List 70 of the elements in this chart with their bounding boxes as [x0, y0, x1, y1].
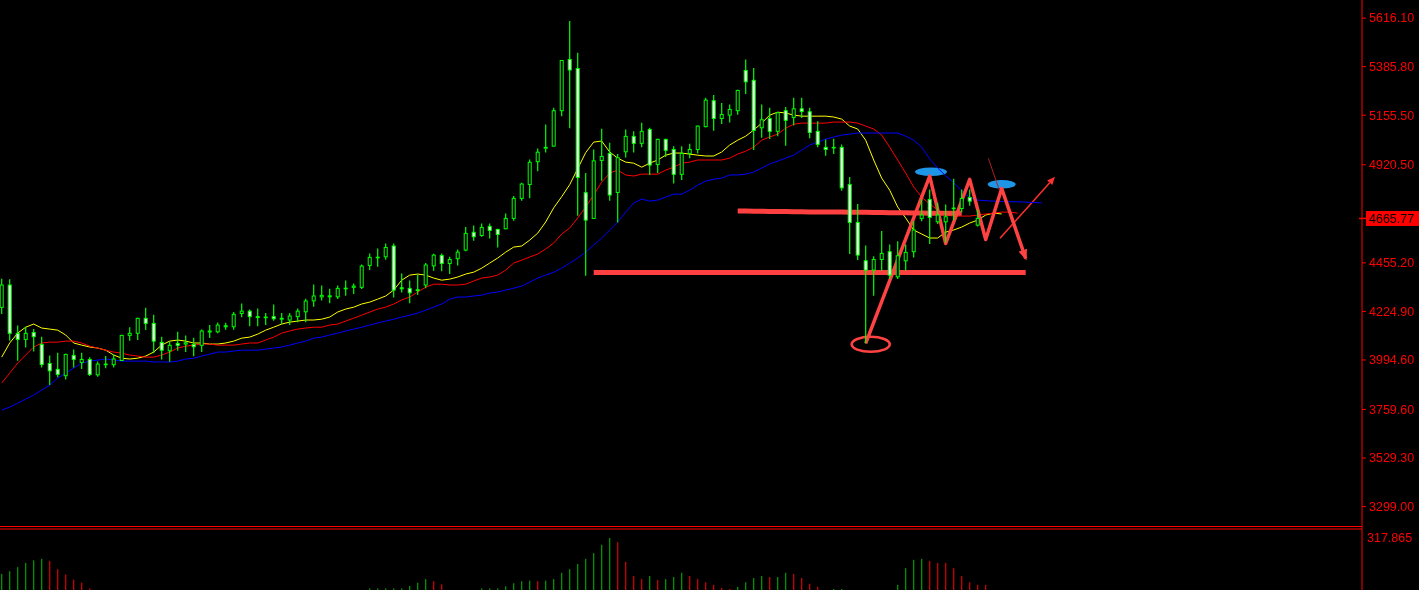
- y-tick-label: 5155.50: [1369, 108, 1415, 123]
- candlestick: [807, 107, 812, 139]
- candlestick: [911, 221, 916, 258]
- candlestick: [743, 59, 748, 94]
- y-tick-label: 4920.50: [1369, 158, 1415, 173]
- candlestick: [143, 307, 148, 331]
- candlestick: [511, 196, 516, 221]
- candlestick: [863, 245, 868, 344]
- candlestick: [935, 202, 940, 225]
- candlestick: [951, 178, 956, 221]
- candlestick: [359, 264, 364, 289]
- candlestick: [943, 204, 948, 243]
- y-tick-label: 3759.60: [1369, 402, 1415, 417]
- candlestick: [23, 326, 28, 348]
- candlestick: [151, 314, 156, 354]
- candlestick: [919, 199, 924, 222]
- candlestick: [879, 231, 884, 271]
- candlestick: [735, 89, 740, 115]
- candlestick: [599, 128, 604, 181]
- candlestick: [783, 106, 788, 146]
- candlestick: [407, 280, 412, 304]
- candlestick: [679, 146, 684, 181]
- y-tick-label: 4224.90: [1369, 304, 1415, 319]
- candlestick: [535, 148, 540, 172]
- candlestick: [55, 352, 60, 378]
- candlestick: [815, 121, 820, 148]
- candlestick: [0, 278, 4, 315]
- candlestick: [759, 104, 764, 138]
- candlestick: [711, 95, 716, 131]
- candlestick: [799, 97, 804, 119]
- candlestick: [767, 107, 772, 140]
- y-tick-label: 3299.00: [1369, 499, 1415, 514]
- candlestick: [543, 124, 548, 153]
- candlestick: [567, 21, 572, 129]
- y-tick-label: 5616.10: [1369, 11, 1415, 26]
- candlestick: [887, 244, 892, 280]
- candlestick: [895, 241, 900, 280]
- candlestick: [167, 341, 172, 362]
- y-tick-label: 3994.60: [1369, 353, 1415, 368]
- y-tick-label: 3529.30: [1369, 451, 1415, 466]
- candlestick: [631, 131, 636, 153]
- candlestick: [15, 325, 20, 361]
- candlestick: [463, 226, 468, 252]
- y-tick-label: 5385.80: [1369, 60, 1415, 75]
- line-series: [1, 132, 1043, 411]
- candlestick: [135, 317, 140, 341]
- candlestick: [415, 274, 420, 296]
- candlestick: [927, 189, 932, 245]
- y-tick-label: 4455.20: [1369, 256, 1415, 271]
- text: 317.865: [1367, 531, 1413, 546]
- candlestick: [695, 125, 700, 154]
- candlestick: [527, 159, 532, 199]
- candlestick: [303, 298, 308, 323]
- candlestick: [63, 353, 68, 380]
- candlestick: [903, 244, 908, 271]
- candlestick: [719, 102, 724, 124]
- candlestick: [775, 112, 780, 137]
- candlestick: [623, 129, 628, 158]
- candlestick: [159, 336, 164, 360]
- candlestick: [423, 262, 428, 289]
- candlestick: [39, 336, 44, 368]
- candlestick: [871, 256, 876, 296]
- candlestick: [311, 284, 316, 307]
- candlestick: [791, 97, 796, 126]
- candlestick: [959, 189, 964, 213]
- candlestick: [47, 355, 52, 385]
- candlestick: [639, 122, 644, 148]
- candlestick: [31, 328, 36, 352]
- candlestick: [199, 329, 204, 353]
- ref-line-label: 4665.77: [1369, 211, 1415, 226]
